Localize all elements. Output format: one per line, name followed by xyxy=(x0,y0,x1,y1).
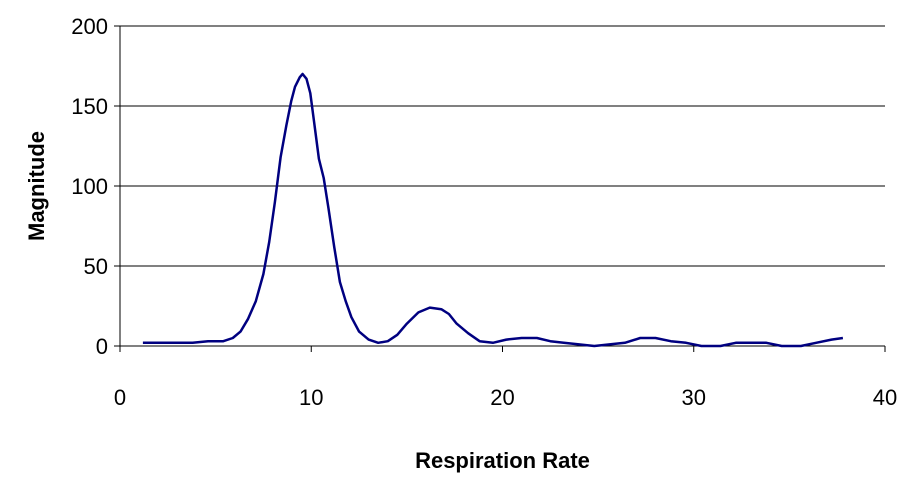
x-tick-label-20: 20 xyxy=(490,385,514,410)
tick-labels: 0 50 100 150 200 0 10 20 30 40 xyxy=(71,14,897,410)
ticks xyxy=(114,25,886,352)
series-line-0 xyxy=(142,72,844,348)
y-tick-label-0: 0 xyxy=(96,334,108,359)
x-tick-label-40: 40 xyxy=(873,385,897,410)
series-group xyxy=(142,72,844,348)
gridlines xyxy=(120,25,885,267)
y-axis-title: Magnitude xyxy=(24,131,49,241)
x-tick-label-10: 10 xyxy=(299,385,323,410)
y-tick-label-50: 50 xyxy=(84,254,108,279)
x-tick-label-30: 30 xyxy=(682,385,706,410)
y-tick-label-150: 150 xyxy=(71,94,108,119)
y-tick-label-200: 200 xyxy=(71,14,108,39)
x-tick-label-0: 0 xyxy=(114,385,126,410)
x-axis-title: Respiration Rate xyxy=(415,448,590,473)
y-tick-label-100: 100 xyxy=(71,174,108,199)
